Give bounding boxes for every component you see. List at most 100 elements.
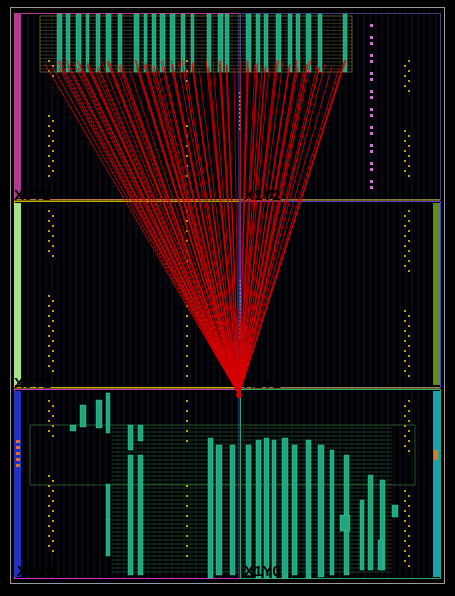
net-wire[interactable]	[100, 59, 240, 396]
slice-marker	[408, 355, 410, 357]
net-wire[interactable]	[198, 67, 240, 396]
placed-cell-column[interactable]	[281, 437, 289, 579]
placed-cell-column[interactable]	[317, 13, 323, 73]
placed-cell-column[interactable]	[291, 444, 298, 576]
net-wire[interactable]	[114, 63, 240, 396]
placed-cell-column[interactable]	[65, 13, 71, 73]
net-wire[interactable]	[72, 61, 240, 396]
placed-cell-column[interactable]	[342, 13, 348, 73]
net-wire[interactable]	[238, 65, 333, 396]
net-wire[interactable]	[226, 65, 240, 396]
net-wire[interactable]	[135, 59, 240, 396]
net-wire[interactable]	[149, 63, 240, 396]
placed-cell-column[interactable]	[133, 13, 140, 73]
net-wire[interactable]	[205, 59, 240, 396]
placed-cell-column[interactable]	[359, 499, 365, 571]
net-wire[interactable]	[86, 65, 240, 396]
placed-cell[interactable]	[391, 504, 399, 518]
net-wire[interactable]	[107, 61, 240, 396]
net-fanout[interactable]	[44, 59, 347, 396]
net-wire[interactable]	[118, 65, 240, 396]
placed-cell-column[interactable]	[95, 13, 101, 73]
placed-cell-column[interactable]	[287, 13, 293, 73]
placed-cell-column[interactable]	[105, 392, 111, 434]
net-wire[interactable]	[96, 67, 240, 396]
net-wire[interactable]	[177, 61, 240, 396]
placed-cells[interactable]	[29, 13, 416, 579]
placed-cell-column[interactable]	[206, 13, 212, 73]
net-wire[interactable]	[238, 67, 266, 396]
net-wire[interactable]	[238, 63, 291, 396]
placed-cell-column[interactable]	[137, 424, 144, 442]
net-wire[interactable]	[238, 67, 270, 396]
net-wire[interactable]	[238, 65, 298, 396]
net-wire[interactable]	[128, 67, 240, 396]
net-hub-icon[interactable]	[236, 392, 242, 398]
net-wire[interactable]	[44, 63, 240, 396]
placed-cell-column[interactable]	[85, 13, 90, 73]
placed-cell-column[interactable]	[263, 13, 269, 73]
placed-cell-column[interactable]	[127, 424, 134, 451]
net-wire[interactable]	[238, 63, 326, 396]
placed-cell-column[interactable]	[329, 449, 335, 576]
net-wire[interactable]	[238, 59, 347, 396]
net-wire[interactable]	[238, 63, 256, 396]
net-wire[interactable]	[51, 65, 240, 396]
placed-cell-column[interactable]	[271, 439, 277, 579]
placed-cell[interactable]	[79, 404, 87, 428]
net-wire[interactable]	[238, 65, 263, 396]
placed-cell[interactable]	[69, 424, 77, 432]
placed-cell-column[interactable]	[317, 444, 325, 578]
net-wire[interactable]	[238, 59, 242, 396]
placed-cell-column[interactable]	[224, 13, 230, 73]
net-wire[interactable]	[191, 65, 240, 396]
placed-cell[interactable]	[339, 514, 351, 532]
net-wire[interactable]	[219, 63, 240, 396]
placed-cell-column[interactable]	[305, 439, 312, 579]
placed-cell-column[interactable]	[159, 13, 166, 73]
net-wire[interactable]	[238, 59, 277, 396]
placed-cell-column[interactable]	[169, 13, 176, 73]
placed-cell-column[interactable]	[56, 13, 63, 73]
net-wire[interactable]	[121, 65, 240, 396]
placed-cell-column[interactable]	[215, 444, 223, 576]
placed-cell-column[interactable]	[117, 13, 123, 73]
net-wire[interactable]	[238, 61, 319, 396]
placed-cell-column[interactable]	[377, 539, 384, 571]
net-wire[interactable]	[79, 63, 240, 396]
net-wire[interactable]	[238, 61, 249, 396]
placed-cell-column[interactable]	[275, 13, 282, 73]
placed-cell-column[interactable]	[263, 437, 270, 579]
net-wire[interactable]	[170, 59, 240, 396]
net-wire[interactable]	[184, 63, 240, 396]
placed-cell-column[interactable]	[207, 437, 214, 579]
placed-cell-column[interactable]	[295, 13, 301, 73]
placed-cell-column[interactable]	[245, 444, 252, 576]
net-wire[interactable]	[238, 67, 340, 396]
net-wire[interactable]	[93, 67, 240, 396]
net-wire[interactable]	[238, 67, 305, 396]
placed-cell-column[interactable]	[105, 519, 111, 557]
placed-cell-column[interactable]	[75, 13, 82, 73]
placed-cell-column[interactable]	[255, 13, 261, 73]
placed-cell-column[interactable]	[137, 454, 144, 576]
placed-cell[interactable]	[95, 399, 103, 429]
net-wire[interactable]	[65, 59, 240, 396]
net-wire[interactable]	[238, 59, 312, 396]
net-wire[interactable]	[238, 61, 284, 396]
net-wire[interactable]	[233, 67, 240, 396]
placed-cell-column[interactable]	[105, 13, 112, 73]
placed-cell-column[interactable]	[151, 13, 157, 73]
net-wire[interactable]	[58, 67, 240, 396]
net-wire[interactable]	[156, 65, 240, 396]
net-wire[interactable]	[212, 61, 240, 396]
placed-cell-column[interactable]	[105, 483, 111, 521]
net-wire[interactable]	[163, 67, 240, 396]
net-wire[interactable]	[142, 61, 240, 396]
placed-cell-column[interactable]	[229, 444, 236, 576]
placed-cell-column[interactable]	[127, 454, 134, 576]
placed-cell-column[interactable]	[367, 474, 374, 571]
placed-cell-column[interactable]	[255, 439, 262, 579]
placed-cell-column[interactable]	[180, 13, 186, 73]
